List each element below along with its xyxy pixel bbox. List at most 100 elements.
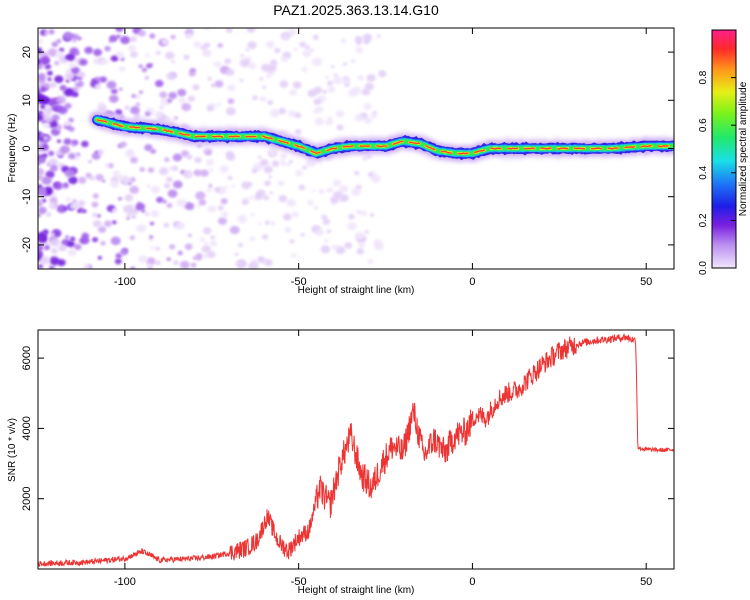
noise-blob bbox=[48, 97, 58, 106]
noise-blob bbox=[110, 236, 121, 246]
noise-blob bbox=[41, 198, 47, 203]
noise-blob bbox=[109, 94, 119, 103]
spectrogram-xtick-label: -50 bbox=[291, 276, 307, 288]
noise-blob bbox=[45, 242, 50, 246]
noise-blob bbox=[159, 91, 168, 99]
noise-blob bbox=[192, 84, 200, 91]
noise-blob bbox=[164, 157, 170, 162]
noise-blob bbox=[284, 226, 292, 233]
noise-blob bbox=[324, 75, 330, 80]
noise-blob bbox=[214, 80, 224, 88]
noise-blob bbox=[286, 162, 292, 167]
noise-blob bbox=[207, 205, 217, 213]
noise-blob bbox=[364, 82, 374, 91]
noise-blob bbox=[38, 206, 47, 215]
noise-blob bbox=[144, 111, 151, 117]
noise-blob bbox=[245, 48, 250, 52]
noise-blob bbox=[68, 117, 74, 123]
noise-blob bbox=[326, 80, 334, 86]
noise-blob bbox=[311, 57, 323, 66]
noise-blob bbox=[146, 184, 151, 188]
noise-blob bbox=[200, 44, 207, 51]
noise-blob bbox=[244, 197, 249, 201]
noise-blob bbox=[42, 121, 51, 129]
noise-blob bbox=[225, 68, 235, 76]
noise-blob bbox=[282, 213, 292, 221]
noise-blob bbox=[257, 222, 262, 226]
noise-blob bbox=[261, 234, 269, 240]
noise-blob bbox=[47, 48, 58, 57]
noise-blob bbox=[318, 188, 325, 194]
noise-blob bbox=[363, 38, 370, 45]
noise-blob bbox=[92, 212, 98, 218]
noise-blob bbox=[155, 111, 164, 118]
noise-blob bbox=[52, 181, 63, 191]
noise-blob bbox=[326, 187, 334, 194]
noise-blob bbox=[45, 212, 52, 217]
noise-blob bbox=[364, 230, 369, 234]
noise-blob bbox=[213, 61, 222, 68]
noise-blob bbox=[257, 155, 262, 159]
noise-blob bbox=[75, 244, 81, 249]
noise-blob bbox=[56, 139, 61, 143]
snr-y-label: SNR (10 * v/v) bbox=[7, 418, 18, 482]
noise-blob bbox=[77, 209, 82, 213]
noise-blob bbox=[63, 206, 68, 211]
noise-blob bbox=[115, 253, 123, 259]
noise-blob bbox=[206, 187, 213, 193]
noise-blob bbox=[262, 85, 267, 89]
noise-blob bbox=[343, 62, 348, 66]
noise-blob bbox=[114, 109, 123, 116]
noise-blob bbox=[327, 116, 333, 121]
noise-blob bbox=[256, 189, 266, 198]
noise-blob bbox=[193, 169, 202, 177]
noise-blob bbox=[38, 234, 46, 242]
noise-blob bbox=[339, 185, 349, 193]
noise-blob bbox=[69, 202, 78, 210]
noise-blob bbox=[278, 195, 288, 203]
noise-blob bbox=[80, 140, 89, 148]
noise-blob bbox=[38, 199, 44, 208]
noise-blob bbox=[239, 78, 244, 83]
noise-blob bbox=[97, 226, 107, 234]
noise-blob bbox=[237, 242, 244, 248]
noise-blob bbox=[126, 149, 135, 157]
noise-blob bbox=[53, 60, 60, 66]
noise-blob bbox=[38, 243, 43, 252]
spectrogram-y-label: Frequency (Hz) bbox=[7, 114, 18, 183]
noise-blob bbox=[126, 212, 132, 218]
noise-blob bbox=[71, 143, 76, 147]
noise-blob bbox=[351, 187, 362, 197]
noise-blob bbox=[271, 160, 280, 167]
noise-blob bbox=[49, 164, 59, 172]
noise-blob bbox=[49, 238, 60, 247]
noise-blob bbox=[155, 50, 161, 56]
noise-blob bbox=[91, 237, 99, 243]
noise-blob bbox=[335, 110, 345, 118]
snr-ytick-label: 2000 bbox=[21, 486, 33, 510]
noise-blob bbox=[65, 196, 72, 203]
noise-blob bbox=[172, 180, 183, 189]
noise-blob bbox=[119, 141, 127, 148]
noise-blob bbox=[193, 41, 202, 48]
noise-blob bbox=[217, 217, 228, 225]
noise-blob bbox=[170, 34, 176, 40]
noise-blob bbox=[288, 110, 297, 117]
noise-blob bbox=[177, 250, 183, 256]
noise-blob bbox=[50, 247, 58, 254]
noise-blob bbox=[63, 138, 72, 146]
noise-blob bbox=[263, 195, 270, 201]
noise-blob bbox=[173, 116, 179, 120]
noise-blob bbox=[315, 228, 324, 236]
noise-blob bbox=[268, 148, 279, 157]
noise-blob bbox=[315, 106, 324, 114]
noise-blob bbox=[313, 98, 322, 106]
noise-blob bbox=[139, 167, 146, 172]
noise-blob bbox=[263, 165, 273, 174]
noise-blob bbox=[130, 36, 138, 42]
noise-blob bbox=[63, 120, 71, 127]
noise-blob bbox=[85, 172, 92, 179]
noise-blob bbox=[126, 216, 130, 220]
noise-blob bbox=[39, 256, 50, 265]
noise-blob bbox=[221, 188, 226, 193]
